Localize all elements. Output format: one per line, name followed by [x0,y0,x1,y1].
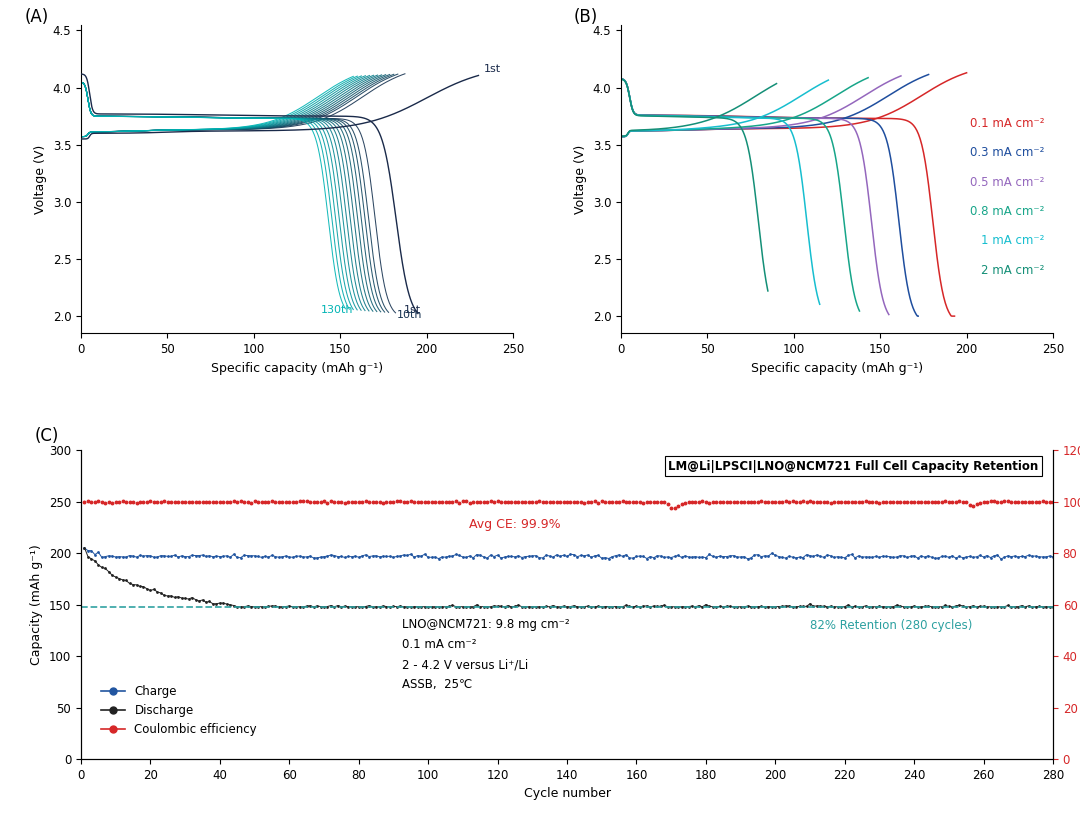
Text: 130th: 130th [321,305,353,315]
Y-axis label: Voltage (V): Voltage (V) [35,144,48,214]
Text: 0.3 mA cm⁻²: 0.3 mA cm⁻² [970,146,1044,159]
Text: LNO@NCM721: 9.8 mg cm⁻²
0.1 mA cm⁻²
2 - 4.2 V versus Li⁺/Li
ASSB,  25℃: LNO@NCM721: 9.8 mg cm⁻² 0.1 mA cm⁻² 2 - … [402,618,569,691]
Y-axis label: Voltage (V): Voltage (V) [575,144,588,214]
Text: 10th: 10th [397,309,422,319]
Text: 1st: 1st [404,305,421,315]
Text: 2 mA cm⁻²: 2 mA cm⁻² [981,263,1044,276]
X-axis label: Cycle number: Cycle number [524,787,610,800]
Text: LM@Li|LPSCI|LNO@NCM721 Full Cell Capacity Retention: LM@Li|LPSCI|LNO@NCM721 Full Cell Capacit… [669,460,1039,473]
X-axis label: Specific capacity (mAh g⁻¹): Specific capacity (mAh g⁻¹) [751,361,923,375]
Text: (A): (A) [25,7,49,26]
Text: Avg CE: 99.9%: Avg CE: 99.9% [469,517,561,530]
Legend: Charge, Discharge, Coulombic efficiency: Charge, Discharge, Coulombic efficiency [96,681,261,741]
Text: 1st: 1st [484,64,501,74]
Text: 0.1 mA cm⁻²: 0.1 mA cm⁻² [970,117,1044,130]
Text: 1 mA cm⁻²: 1 mA cm⁻² [981,234,1044,248]
Text: 0.8 mA cm⁻²: 0.8 mA cm⁻² [970,205,1044,218]
Text: (B): (B) [573,7,597,26]
X-axis label: Specific capacity (mAh g⁻¹): Specific capacity (mAh g⁻¹) [211,361,383,375]
Y-axis label: Capacity (mAh g⁻¹): Capacity (mAh g⁻¹) [30,544,43,665]
Text: 82% Retention (280 cycles): 82% Retention (280 cycles) [810,620,972,633]
Text: 0.5 mA cm⁻²: 0.5 mA cm⁻² [970,176,1044,189]
Text: (C): (C) [35,427,58,446]
